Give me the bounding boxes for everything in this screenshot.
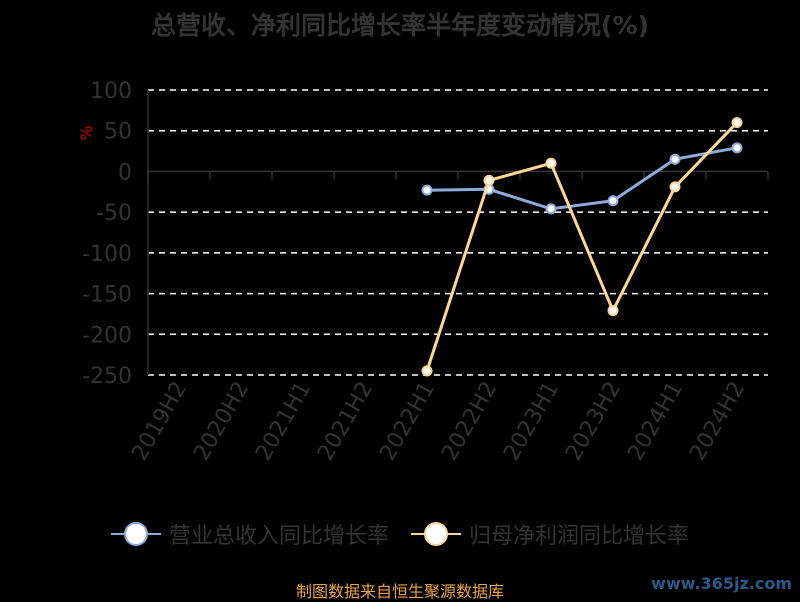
y-tick-label: 50 [104,120,132,145]
data-point-1 [483,174,495,186]
x-tick-label: 2021H1 [251,378,316,465]
y-tick-label: -100 [82,242,132,267]
legend-swatch-revenue [110,522,161,546]
y-tick-label: -200 [82,323,132,348]
legend-item-net-profit[interactable]: 归母净利润同比增长率 [411,518,689,550]
legend-label-revenue: 营业总收入同比增长率 [168,524,389,549]
legend-item-revenue[interactable]: 营业总收入同比增长率 [110,518,389,550]
data-point-1 [607,305,619,317]
y-tick-label: -250 [82,364,132,389]
data-point-0 [731,142,743,154]
series-line-1 [425,121,739,372]
data-point-0 [669,153,681,165]
x-tick-label: 2023H2 [561,378,626,465]
data-point-0 [421,184,433,196]
x-tick-label: 2020H2 [189,378,254,465]
legend-label-net-profit: 归母净利润同比增长率 [469,524,690,549]
y-axis-label: % [77,125,96,140]
legend: 营业总收入同比增长率 归母净利润同比增长率 [0,518,800,550]
x-tick-label: 2024H2 [685,378,750,465]
legend-swatch-net-profit [411,522,461,546]
x-tick-label: 2022H1 [375,378,440,465]
data-point-1 [545,157,557,169]
y-tick-label: -150 [82,283,132,308]
x-tick-label: 2023H1 [499,378,564,465]
x-tick-label: 2024H1 [623,378,688,465]
x-tick-label: 2022H2 [437,378,502,465]
data-point-0 [545,203,557,215]
data-point-1 [669,181,681,193]
source-note: 制图数据来自恒生聚源数据库 [295,582,504,601]
y-tick-label: 0 [118,160,132,185]
chart-title: 总营收、净利同比增长率半年度变动情况(%) [151,11,649,40]
x-tick-label: 2019H2 [127,378,192,465]
data-point-1 [421,365,433,377]
watermark: www.365jz.com [651,574,792,593]
y-tick-label: 100 [90,79,132,104]
data-point-1 [731,117,743,129]
data-point-0 [607,195,619,207]
y-tick-label: -50 [96,201,132,226]
x-tick-label: 2021H2 [313,378,378,465]
series-line-0 [426,146,738,211]
